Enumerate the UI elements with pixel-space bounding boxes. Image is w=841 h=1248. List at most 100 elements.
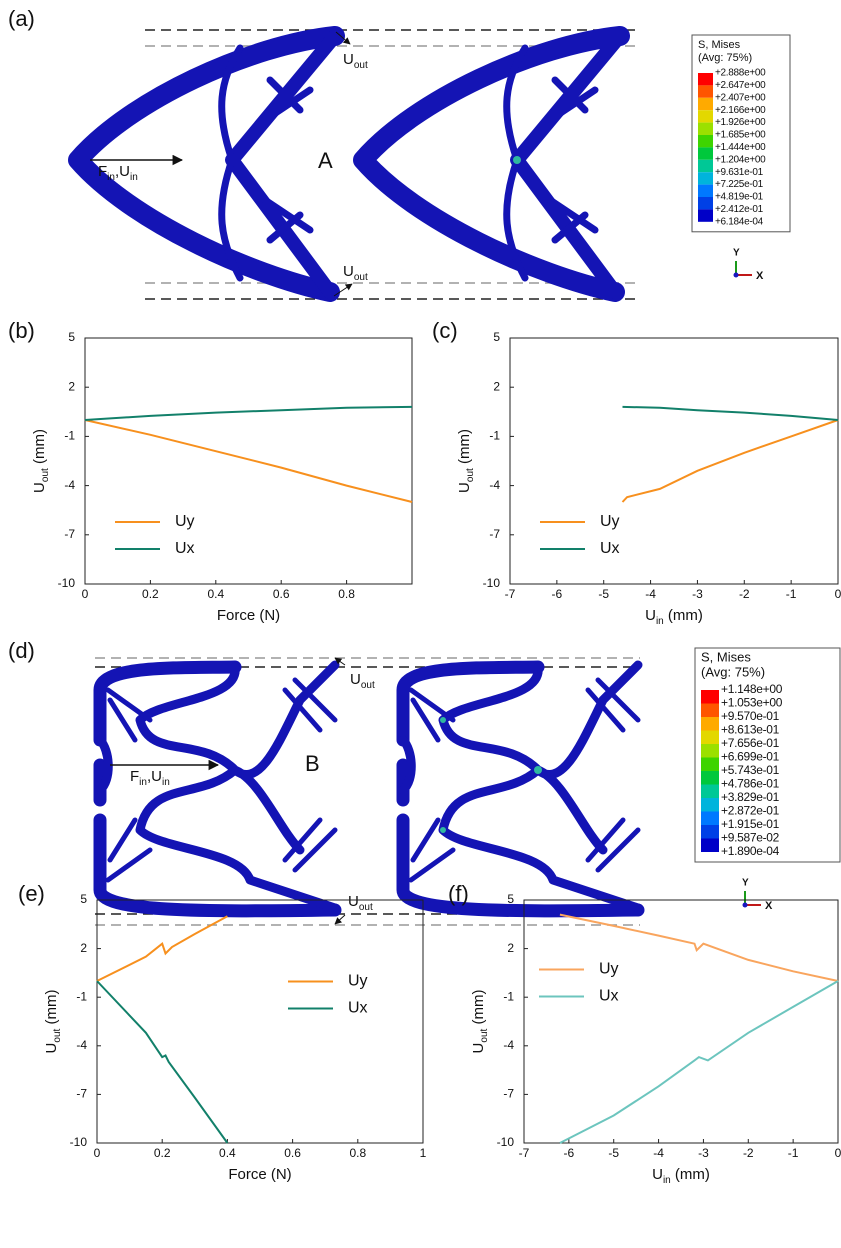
y-tick-label: -10: [497, 1135, 515, 1149]
triad-label: X: [756, 270, 764, 282]
x-tick-label: 0.4: [207, 587, 224, 601]
legend-swatch: [701, 704, 719, 718]
legend-label: Uy: [599, 961, 619, 978]
text-part: U: [652, 1166, 663, 1183]
x-tick-label: 0.6: [273, 587, 290, 601]
x-tick-label: -2: [739, 587, 750, 601]
legend-level: +2.412e-01: [715, 204, 764, 215]
legend-label: Ux: [600, 540, 620, 557]
y-tick-label: -1: [489, 429, 500, 443]
legend-swatch: [698, 185, 713, 197]
legend-level: +9.587e-02: [721, 831, 780, 845]
legend-level: +2.647e+00: [715, 80, 766, 91]
x-tick-label: -7: [505, 587, 516, 601]
legend-level: +1.148e+00: [721, 682, 783, 696]
y-axis-label: Uout (mm): [31, 429, 51, 493]
y-tick-label: 2: [507, 941, 514, 955]
y-tick-label: -10: [483, 576, 501, 590]
text-part: out: [354, 272, 368, 283]
text-part: U: [343, 51, 354, 68]
y-tick-label: -10: [58, 576, 76, 590]
x-tick-label: -5: [608, 1146, 619, 1160]
legend-swatch: [701, 771, 719, 785]
x-tick-label: -3: [692, 587, 703, 601]
legend-level: +1.926e+00: [715, 117, 766, 128]
page: { "fem_panels": [ {"label": "(a)", "name…: [0, 0, 841, 1243]
text-part: (mm): [470, 990, 487, 1029]
legend-swatch: [698, 98, 713, 110]
legend-level: +2.872e-01: [721, 804, 780, 818]
text-part: in: [162, 777, 170, 788]
legend-swatch: [701, 785, 719, 799]
y-axis-label: Uout (mm): [43, 990, 63, 1054]
legend-level: +1.915e-01: [721, 817, 780, 831]
x-tick-label: 0.8: [349, 1146, 366, 1160]
text-part: (mm): [671, 1166, 710, 1183]
legend-level: +9.631e-01: [715, 167, 764, 178]
y-tick-label: 2: [68, 379, 75, 393]
y-tick-label: -7: [489, 527, 500, 541]
text-part: (mm): [31, 429, 48, 468]
legend-swatch: [701, 690, 719, 704]
plot-frame: [97, 900, 423, 1143]
legend-label: Ux: [599, 988, 619, 1005]
legend-swatch: [701, 839, 719, 853]
x-tick-label: 0: [835, 1146, 841, 1160]
legend-title: (Avg: 75%): [701, 664, 765, 679]
x-tick-label: -4: [653, 1146, 664, 1160]
y-tick-label: 2: [80, 941, 87, 955]
legend-level: +7.225e-01: [715, 179, 764, 190]
x-axis-label: Uin (mm): [652, 1166, 710, 1186]
legend-level: +8.613e-01: [721, 723, 780, 737]
text-part: (mm): [43, 990, 60, 1029]
text-part: (mm): [664, 607, 703, 624]
legend-swatch: [701, 758, 719, 772]
triad-origin: [734, 273, 739, 278]
legend-level: +1.444e+00: [715, 142, 766, 153]
structure-name: B: [305, 751, 320, 776]
text-part: F: [98, 163, 107, 180]
legend-level: +2.888e+00: [715, 68, 766, 79]
x-tick-label: 0.2: [154, 1146, 171, 1160]
x-axis-label: Force (N): [228, 1166, 291, 1183]
legend-level: +2.407e+00: [715, 92, 766, 103]
text-part: out: [465, 468, 476, 482]
y-tick-label: -7: [76, 1087, 87, 1101]
y-tick-label: -1: [64, 429, 75, 443]
x-tick-label: 0: [82, 587, 89, 601]
y-axis-label: Uout (mm): [470, 990, 490, 1054]
legend-swatch: [701, 825, 719, 839]
y-tick-label: 2: [493, 379, 500, 393]
legend-label: Uy: [175, 513, 195, 530]
text-part: ,U: [147, 768, 162, 785]
text-part: U: [343, 263, 354, 280]
text-part: U: [43, 1043, 60, 1054]
text-part: in: [663, 1175, 671, 1186]
triad-origin: [743, 903, 748, 908]
x-tick-label: 0.4: [219, 1146, 236, 1160]
panel-label: (c): [432, 318, 458, 343]
legend-level: +4.819e-01: [715, 192, 764, 203]
legend-swatch: [701, 744, 719, 758]
legend-level: +4.786e-01: [721, 777, 780, 791]
text-part: U: [350, 671, 361, 688]
y-tick-label: -4: [76, 1038, 87, 1052]
text-part: U: [645, 607, 656, 624]
text-part: out: [52, 1028, 63, 1042]
legend-level: +7.656e-01: [721, 736, 780, 750]
data-line: [97, 981, 227, 1143]
text-part: U: [348, 893, 359, 910]
x-axis-label: Force (N): [217, 607, 280, 624]
text-part: U: [456, 482, 473, 493]
legend-level: +2.166e+00: [715, 105, 766, 116]
x-axis-label: Uin (mm): [645, 607, 703, 627]
fem-structure-d: [95, 658, 640, 925]
y-tick-label: -4: [503, 1038, 514, 1052]
text-part: (mm): [456, 429, 473, 468]
panel-label: (e): [18, 881, 45, 906]
legend-swatch: [701, 731, 719, 745]
panel-label: (a): [8, 6, 35, 31]
y-tick-label: -1: [76, 989, 87, 1003]
output-label: Uout: [343, 263, 368, 283]
panel-label: (d): [8, 638, 35, 663]
